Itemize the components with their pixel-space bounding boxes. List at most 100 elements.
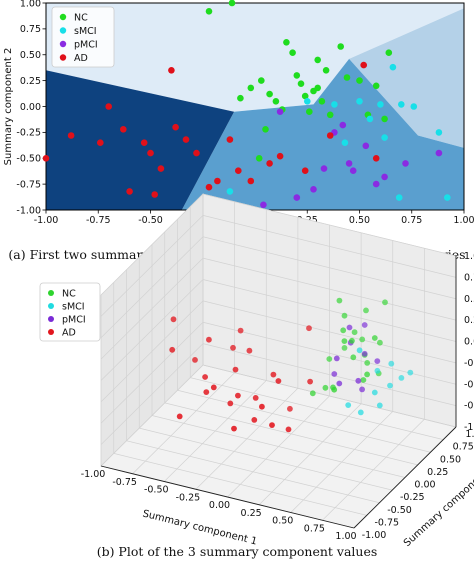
point-ad [202, 374, 209, 380]
point-nc [359, 336, 366, 343]
x-tick-label: -1.00 [34, 215, 59, 226]
point-ad [205, 183, 213, 191]
point-nc [297, 80, 305, 87]
y-tick-label: 0.00 [414, 480, 435, 491]
x-tick-label: -0.50 [138, 215, 163, 226]
point-pmci [381, 173, 388, 181]
point-ad [157, 165, 165, 172]
point-nc [363, 307, 369, 314]
grid-line [100, 215, 204, 317]
point-pmci [355, 377, 362, 384]
grid-line [100, 193, 204, 296]
point-nc [340, 327, 347, 334]
y-tick-label: 0.50 [440, 454, 461, 465]
point-smci [444, 194, 451, 201]
point-nc [350, 354, 357, 361]
y-axis-label: Summary component 2 [3, 48, 14, 166]
point-nc [326, 111, 334, 119]
grid-line [290, 411, 393, 513]
point-ad [247, 177, 255, 185]
point-pmci [260, 201, 267, 209]
region-nc [46, 3, 464, 112]
x-tick-label: 0.50 [272, 516, 293, 527]
point-nc [258, 77, 265, 84]
legend-marker-nc [59, 13, 67, 21]
point-ad [287, 405, 293, 412]
grid-line [202, 279, 457, 342]
point-ad [192, 357, 198, 363]
y-tick-label: -0.25 [16, 128, 41, 139]
point-nc [228, 0, 236, 7]
point-ad [270, 371, 277, 378]
legend-box [51, 6, 115, 68]
point-pmci [333, 355, 340, 362]
grid-line [202, 236, 457, 300]
point-ad [105, 103, 112, 110]
legend-label-nc: NC [62, 288, 76, 299]
point-smci [381, 134, 388, 141]
point-smci [387, 382, 393, 389]
grid-line [190, 377, 444, 440]
point-nc [341, 345, 348, 351]
grid-line [322, 419, 425, 521]
point-ad [251, 417, 258, 423]
z-tick-label: 0.25 [464, 315, 474, 326]
point-smci [435, 129, 443, 136]
point-pmci [372, 180, 380, 188]
point-ad [372, 155, 380, 162]
point-ad [206, 336, 212, 343]
point-smci [410, 103, 418, 110]
x-tick-label: 0.25 [241, 508, 262, 519]
x-tick-label: 1.00 [335, 531, 356, 542]
y-tick-label: 0.25 [20, 76, 41, 87]
point-ad [246, 347, 253, 354]
grid-line [164, 402, 418, 466]
point-ad [306, 325, 312, 332]
point-pmci [402, 160, 409, 167]
z-tick-label: 1.00 [464, 251, 474, 262]
legend-box [39, 282, 101, 342]
point-pmci [361, 350, 368, 357]
z-tick-label: 0.00 [464, 337, 474, 348]
point-ad [214, 177, 221, 185]
point-nc [331, 386, 338, 393]
point-ad [170, 316, 177, 323]
point-ad [285, 426, 292, 433]
point-nc [372, 82, 380, 90]
point-nc [356, 77, 363, 84]
legend-marker-ad [48, 329, 54, 335]
y-tick-label: 1.00 [20, 0, 41, 9]
point-nc [306, 108, 313, 115]
point-ad [227, 400, 234, 407]
legend-marker-smci [48, 303, 54, 309]
point-smci [395, 194, 403, 201]
point-nc [322, 67, 330, 74]
point-pmci [310, 186, 317, 193]
point-nc [237, 94, 244, 102]
legend-label-nc: NC [74, 12, 88, 23]
point-nc [283, 39, 290, 46]
point-nc [382, 299, 388, 306]
grid-line [151, 415, 406, 478]
point-smci [357, 409, 364, 416]
y-tick-label: 0.25 [427, 467, 448, 478]
caption-b: (b) Plot of the 3 summary component valu… [97, 544, 378, 559]
point-nc [289, 49, 296, 56]
point-nc [309, 390, 316, 397]
point-nc [272, 98, 280, 105]
point-ad [126, 188, 133, 195]
grid-line [202, 215, 457, 278]
grid-line [258, 403, 362, 505]
point-pmci [293, 194, 301, 201]
legend-marker-ad [59, 54, 67, 61]
point-pmci [374, 358, 381, 364]
point-nc [205, 8, 213, 15]
point-nc [351, 329, 358, 336]
point-smci [377, 101, 384, 108]
point-ad [151, 191, 158, 198]
point-nc [326, 356, 333, 362]
grid-line [100, 279, 204, 381]
point-ad [120, 126, 127, 133]
point-ad [276, 152, 284, 160]
point-ad [182, 136, 190, 143]
